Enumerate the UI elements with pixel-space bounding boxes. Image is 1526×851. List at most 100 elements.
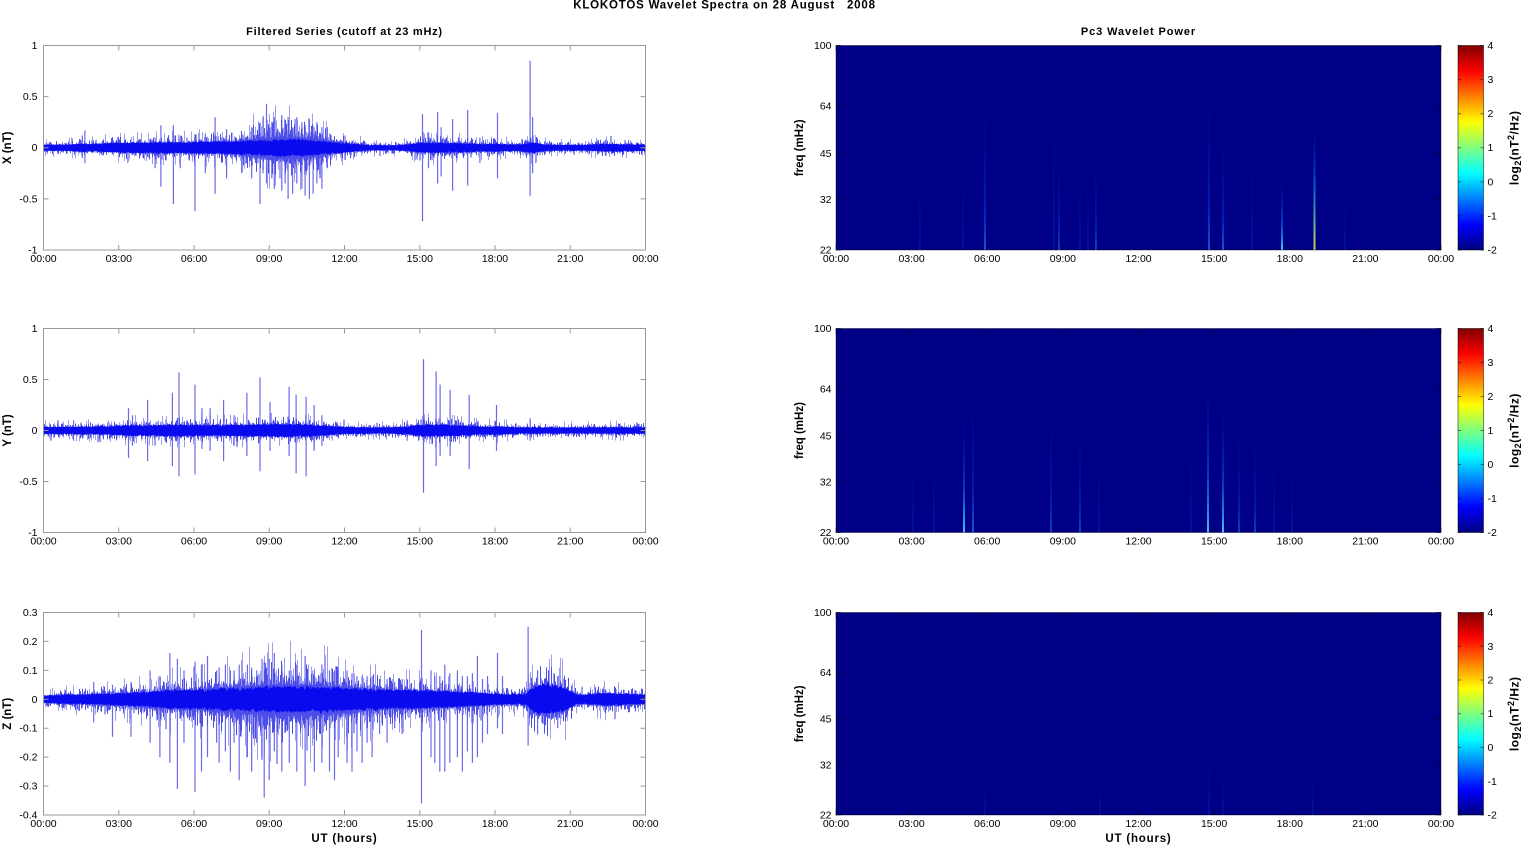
svg-text:1: 1 (32, 323, 38, 335)
svg-text:06:00: 06:00 (181, 818, 207, 830)
svg-text:4: 4 (1488, 607, 1494, 619)
svg-text:03:00: 03:00 (106, 536, 132, 548)
svg-text:18:00: 18:00 (482, 253, 508, 265)
svg-text:15:00: 15:00 (1201, 818, 1227, 830)
svg-text:03:00: 03:00 (898, 818, 924, 830)
svg-text:0.5: 0.5 (23, 374, 38, 386)
svg-text:00:00: 00:00 (30, 253, 56, 265)
svg-text:-0.4: -0.4 (19, 810, 37, 822)
svg-text:32: 32 (820, 759, 832, 771)
svg-text:2: 2 (1488, 391, 1494, 403)
svg-text:03:00: 03:00 (106, 818, 132, 830)
svg-text:15:00: 15:00 (1201, 253, 1227, 265)
svg-text:15:00: 15:00 (1201, 536, 1227, 548)
svg-text:06:00: 06:00 (974, 253, 1000, 265)
svg-text:21:00: 21:00 (557, 253, 583, 265)
svg-text:0: 0 (1488, 459, 1494, 471)
svg-text:22: 22 (820, 810, 832, 822)
svg-text:18:00: 18:00 (482, 818, 508, 830)
svg-text:log2(nT2/Hz): log2(nT2/Hz) (1506, 676, 1523, 751)
svg-text:Filtered Series (cutoff at 23: Filtered Series (cutoff at 23 mHz) (246, 26, 443, 38)
svg-text:45: 45 (820, 148, 832, 160)
svg-text:-2: -2 (1488, 810, 1497, 822)
svg-text:00:00: 00:00 (632, 818, 658, 830)
svg-text:09:00: 09:00 (256, 253, 282, 265)
svg-text:1: 1 (32, 40, 38, 52)
svg-text:45: 45 (820, 714, 832, 726)
svg-text:12:00: 12:00 (331, 536, 357, 548)
svg-text:22: 22 (820, 245, 832, 257)
svg-text:-1: -1 (28, 527, 37, 539)
svg-text:06:00: 06:00 (181, 536, 207, 548)
svg-text:00:00: 00:00 (632, 536, 658, 548)
svg-text:12:00: 12:00 (331, 818, 357, 830)
svg-text:0: 0 (1488, 176, 1494, 188)
svg-text:21:00: 21:00 (557, 536, 583, 548)
svg-text:21:00: 21:00 (1352, 536, 1378, 548)
svg-text:log2(nT2/Hz): log2(nT2/Hz) (1506, 110, 1523, 185)
svg-text:0: 0 (32, 142, 38, 154)
svg-text:15:00: 15:00 (407, 536, 433, 548)
svg-text:100: 100 (814, 607, 832, 619)
svg-text:09:00: 09:00 (1050, 536, 1076, 548)
svg-text:64: 64 (820, 383, 832, 395)
svg-text:4: 4 (1488, 40, 1494, 52)
svg-text:UT (hours): UT (hours) (311, 833, 377, 845)
svg-text:-2: -2 (1488, 527, 1497, 539)
svg-text:Pc3 Wavelet Power: Pc3 Wavelet Power (1081, 26, 1196, 38)
svg-text:-2: -2 (1488, 245, 1497, 257)
svg-text:00:00: 00:00 (1428, 536, 1454, 548)
svg-text:22: 22 (820, 527, 832, 539)
svg-text:1: 1 (1488, 708, 1494, 720)
svg-text:18:00: 18:00 (1277, 253, 1303, 265)
svg-text:-1: -1 (1488, 493, 1497, 505)
svg-text:06:00: 06:00 (181, 253, 207, 265)
svg-text:12:00: 12:00 (331, 253, 357, 265)
svg-text:3: 3 (1488, 641, 1494, 653)
svg-text:45: 45 (820, 431, 832, 443)
svg-text:03:00: 03:00 (106, 253, 132, 265)
svg-text:32: 32 (820, 477, 832, 489)
svg-text:12:00: 12:00 (1125, 253, 1151, 265)
svg-text:Y (nT): Y (nT) (2, 414, 14, 447)
svg-text:3: 3 (1488, 357, 1494, 369)
svg-text:1: 1 (1488, 142, 1494, 154)
svg-text:09:00: 09:00 (256, 536, 282, 548)
svg-text:4: 4 (1488, 323, 1494, 335)
svg-text:0: 0 (32, 425, 38, 437)
svg-text:64: 64 (820, 667, 832, 679)
svg-text:00:00: 00:00 (1428, 818, 1454, 830)
svg-text:09:00: 09:00 (1050, 818, 1076, 830)
svg-text:00:00: 00:00 (1428, 253, 1454, 265)
svg-text:-0.5: -0.5 (19, 193, 37, 205)
svg-text:12:00: 12:00 (1125, 536, 1151, 548)
svg-text:1: 1 (1488, 425, 1494, 437)
svg-text:100: 100 (814, 40, 832, 52)
svg-text:2: 2 (1488, 675, 1494, 687)
svg-text:06:00: 06:00 (974, 536, 1000, 548)
svg-text:-0.1: -0.1 (19, 723, 37, 735)
svg-text:-1: -1 (1488, 776, 1497, 788)
svg-text:03:00: 03:00 (898, 253, 924, 265)
svg-text:12:00: 12:00 (1125, 818, 1151, 830)
svg-text:00:00: 00:00 (823, 253, 849, 265)
svg-text:0: 0 (32, 694, 38, 706)
svg-text:0.1: 0.1 (23, 665, 38, 677)
svg-text:00:00: 00:00 (30, 818, 56, 830)
svg-text:09:00: 09:00 (256, 818, 282, 830)
svg-text:-0.3: -0.3 (19, 781, 37, 793)
svg-text:freq (mHz): freq (mHz) (794, 119, 806, 176)
svg-text:freq (mHz): freq (mHz) (794, 685, 806, 742)
svg-text:-1: -1 (1488, 210, 1497, 222)
svg-text:00:00: 00:00 (823, 536, 849, 548)
svg-text:0.5: 0.5 (23, 91, 38, 103)
svg-text:100: 100 (814, 323, 832, 335)
svg-text:06:00: 06:00 (974, 818, 1000, 830)
svg-text:3: 3 (1488, 74, 1494, 86)
svg-text:32: 32 (820, 194, 832, 206)
svg-text:X (nT): X (nT) (2, 131, 14, 164)
svg-text:2: 2 (1488, 108, 1494, 120)
svg-text:15:00: 15:00 (407, 253, 433, 265)
svg-text:21:00: 21:00 (1352, 818, 1378, 830)
svg-text:-0.2: -0.2 (19, 752, 37, 764)
